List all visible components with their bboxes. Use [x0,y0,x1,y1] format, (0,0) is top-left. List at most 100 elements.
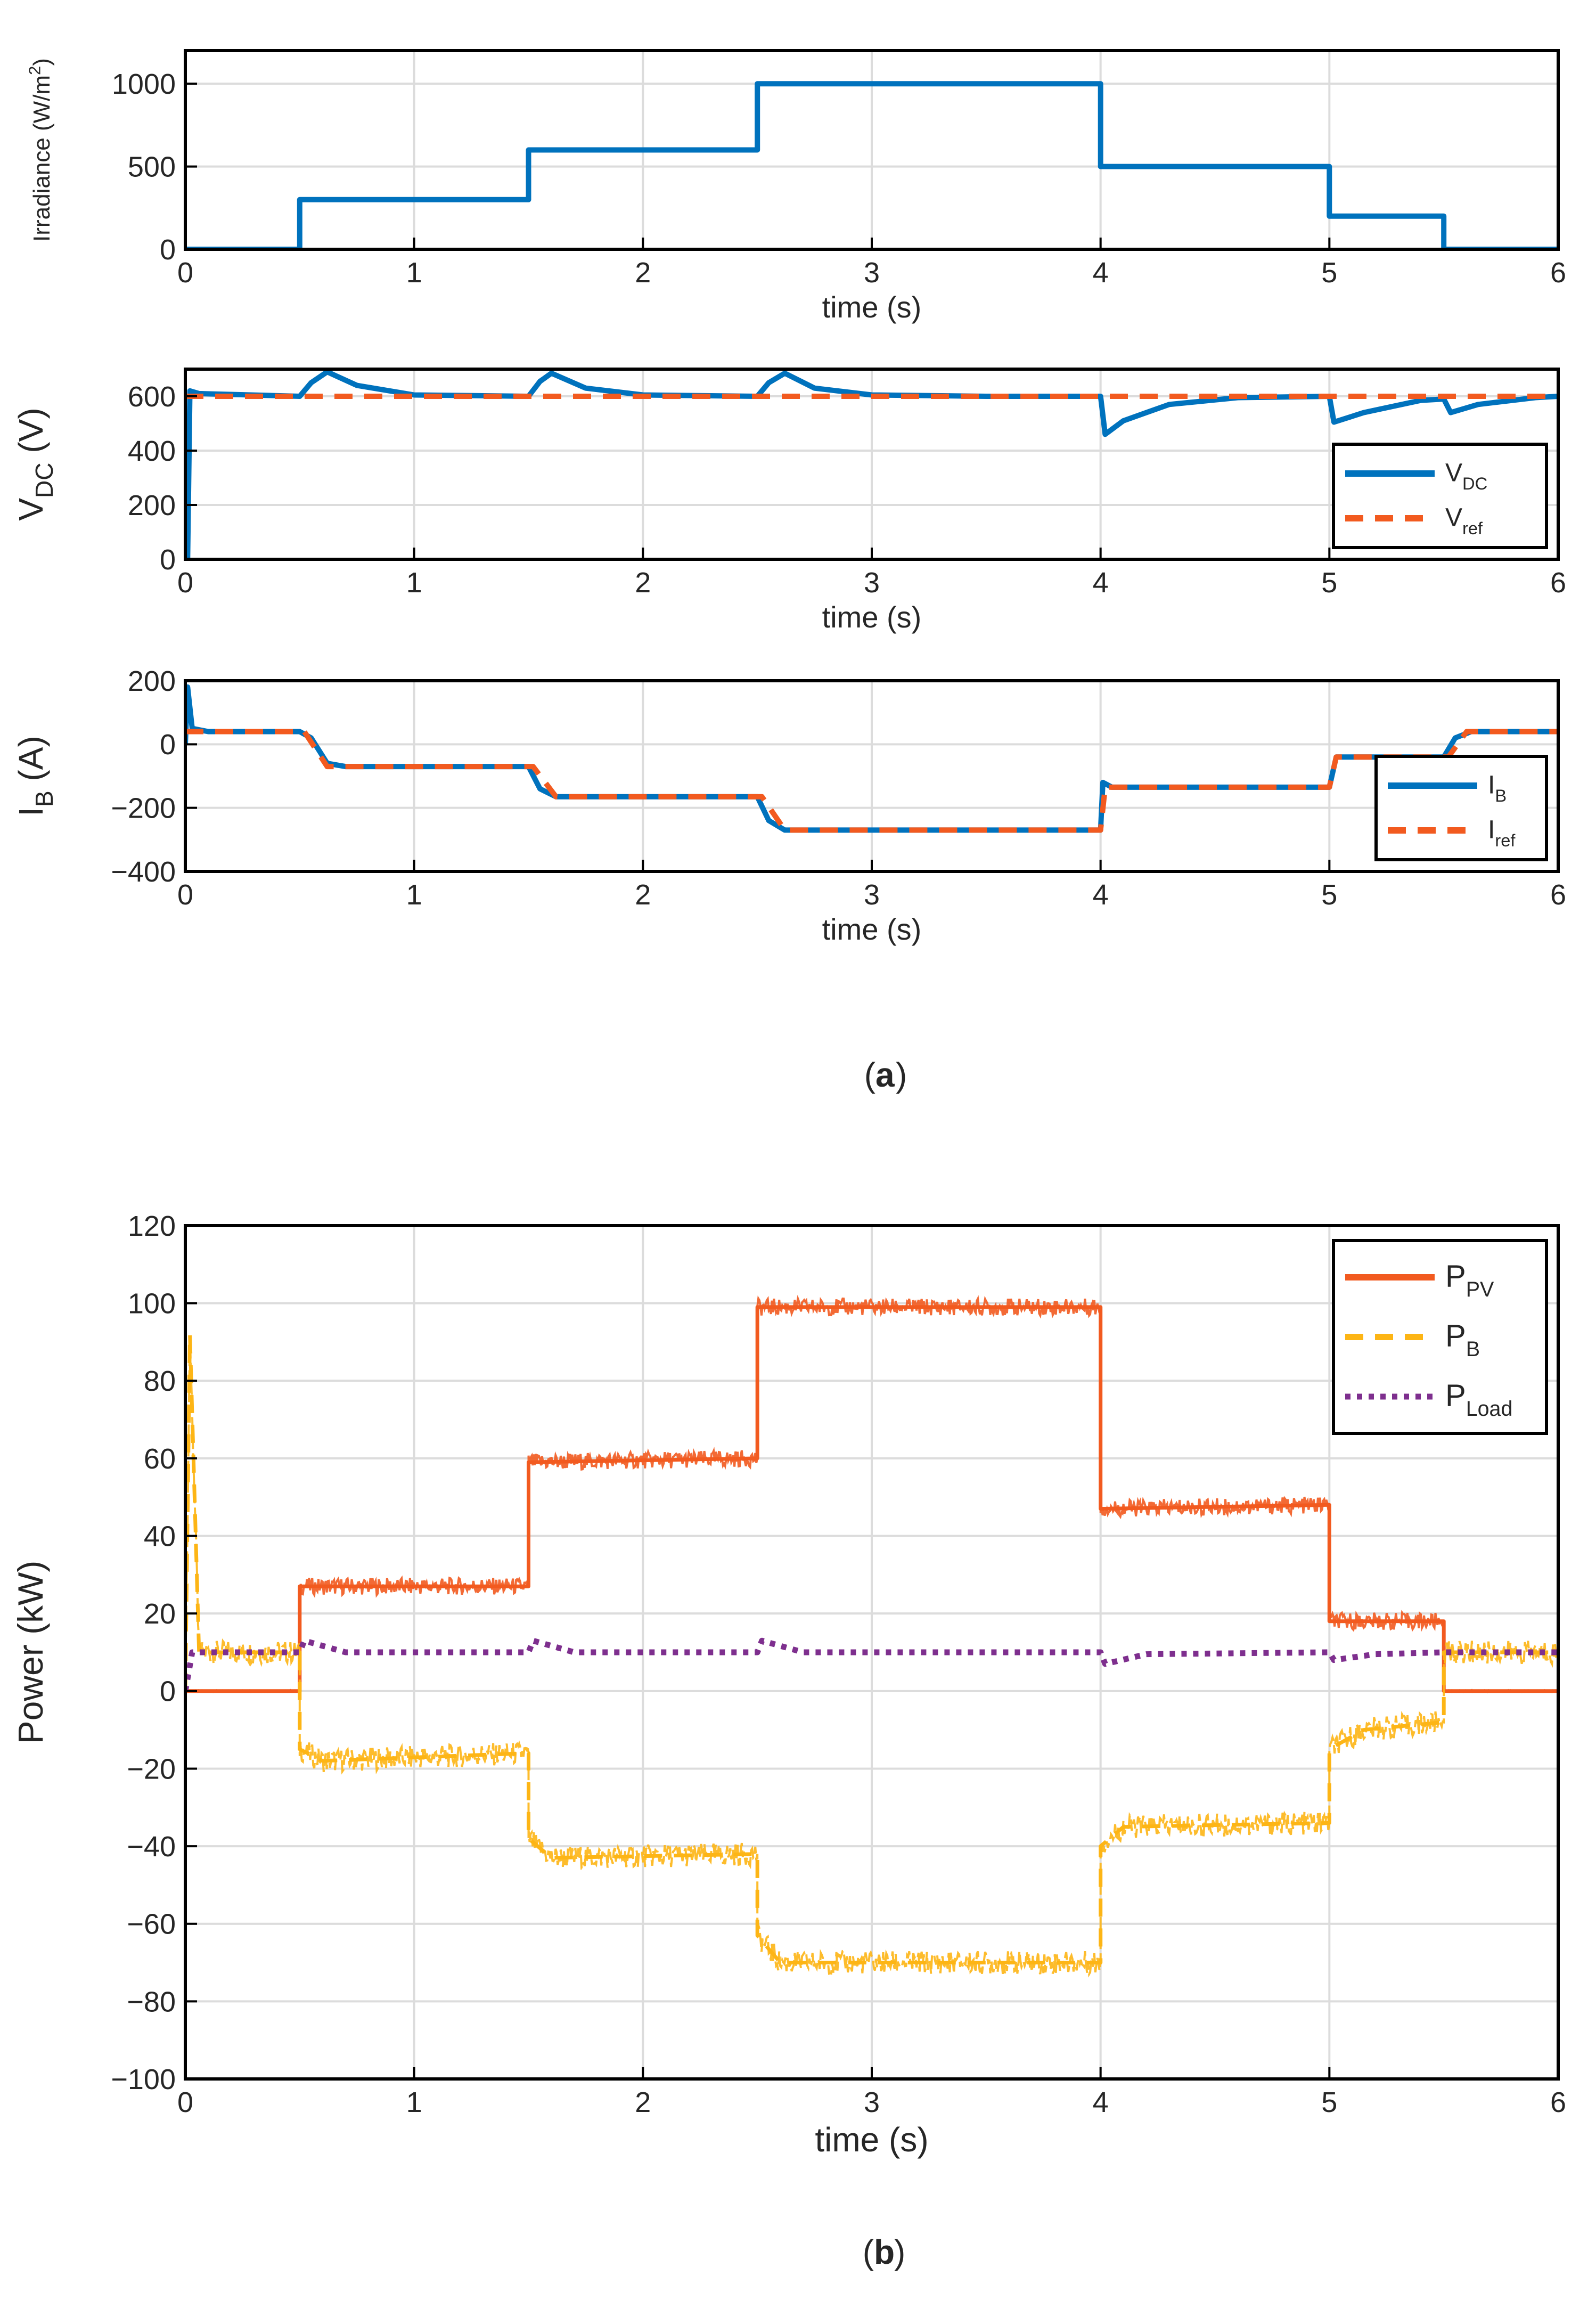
y-tick-label: 0 [160,544,176,576]
y-tick-label: −100 [111,2064,176,2095]
chart-irradiance: 0 1 2 3 4 5 6 0 500 1000 time (s) Irradiance (W/m2) [25,49,1566,324]
legend-box [1374,755,1548,861]
series-band-b [185,1337,1558,1978]
x-tick-label: 1 [406,879,422,911]
x-tick-label: 1 [406,2086,422,2118]
x-tick-label: 3 [864,567,880,599]
series-vdc [185,369,1558,559]
x-tick-label: 4 [1093,2086,1109,2118]
legend-label-b: PB [1445,1318,1480,1361]
x-axis-label: time (s) [822,912,922,946]
x-tick-label: 4 [1093,879,1109,911]
y-axis-label: VDC (V) [12,407,58,520]
y-tick-label: 200 [128,490,176,521]
x-tick-label: 5 [1321,879,1337,911]
y-axis-label: Power (kW) [11,1561,50,1744]
y-tick-label: −400 [111,856,176,888]
legend-box [1332,443,1548,549]
caption-a-open: ( [864,1056,875,1094]
series-irradiance [185,81,1558,249]
x-tick-label: 4 [1093,257,1109,289]
legend-label-load: PLoad [1445,1378,1512,1421]
x-tick-label: 2 [635,567,651,599]
x-tick-label: 1 [406,567,422,599]
caption-b-open: ( [863,2233,874,2271]
y-tick-label: 0 [160,234,176,266]
y-tick-label: −40 [127,1831,176,1863]
series-line-v-dc [185,369,1558,559]
x-tick-label: 0 [177,257,193,289]
y-tick-label: −80 [127,1986,176,2018]
chart-vdc: 0 1 2 3 4 5 6 0 200 400 600 time (s) VDC (V) VDC Vref [12,368,1566,634]
series-line-p-pv [185,1305,1558,1693]
x-tick-label: 2 [635,879,651,911]
ticks-irradiance: 0 1 2 3 4 5 6 0 500 1000 [112,68,1566,289]
y-tick-label: −20 [127,1753,176,1785]
y-tick-label: 80 [144,1365,176,1397]
caption-a-close: ) [896,1056,907,1094]
x-tick-label: 1 [406,257,422,289]
caption-b-letter: b [874,2233,895,2271]
x-tick-label: 0 [177,879,193,911]
x-tick-label: 2 [635,257,651,289]
x-tick-label: 0 [177,567,193,599]
series-power [185,1294,1558,1978]
ticks-ib: 0 1 2 3 4 5 6 −400 −200 0 200 [111,665,1566,911]
ticks-power: 0 1 2 3 4 5 6 −100 −80 −60 −40 −20 0 20 40 60 80 100 120 [111,1210,1566,2118]
legend-label-pv: PPV [1445,1259,1494,1301]
y-tick-label: 200 [128,665,176,697]
y-tick-label: −200 [111,793,176,825]
legend-label-dc: VDC [1445,459,1487,493]
ticks-vdc: 0 1 2 3 4 5 6 0 200 400 600 [128,381,1566,599]
legend-label-ref: Vref [1445,503,1483,537]
y-tick-label: 100 [128,1288,176,1320]
y-tick-label: 0 [160,729,176,761]
legend-label-b: IB [1488,771,1507,805]
caption-b-close: ) [894,2233,905,2271]
x-tick-label: 5 [1321,567,1337,599]
x-tick-label: 6 [1550,879,1566,911]
x-axis-label: time (s) [822,290,922,324]
caption-b: ( b ) [863,2233,906,2271]
y-tick-label: 600 [128,381,176,413]
chart-ib: 0 1 2 3 4 5 6 −400 −200 0 200 time (s) IB (A) IB Iref [12,665,1566,946]
y-tick-label: 40 [144,1520,176,1552]
x-tick-label: 3 [864,879,880,911]
x-axis-label: time (s) [822,600,922,634]
x-tick-label: 0 [177,2086,193,2118]
x-tick-label: 6 [1550,567,1566,599]
y-tick-label: 1000 [112,68,176,100]
y-tick-label: −60 [127,1908,176,1940]
x-tick-label: 4 [1093,567,1109,599]
x-tick-label: 6 [1550,2086,1566,2118]
y-tick-label: 60 [144,1443,176,1475]
chart-power: 0 1 2 3 4 5 6 −100 −80 −60 −40 −20 0 20 40 60 80 100 120 ti… [11,1210,1566,2159]
y-tick-label: 400 [128,435,176,467]
legend-vdc: VDC Vref [1332,443,1548,549]
y-tick-label: 20 [144,1598,176,1630]
x-tick-label: 5 [1321,2086,1337,2118]
y-tick-label: 500 [128,151,176,183]
y-axis-label: IB (A) [12,736,58,817]
caption-a: ( a ) [864,1056,907,1094]
x-tick-label: 3 [864,2086,880,2118]
y-axis-label: Irradiance (W/m2) [25,58,55,242]
x-tick-label: 5 [1321,257,1337,289]
y-tick-label: 0 [160,1676,176,1708]
y-tick-label: 120 [128,1210,176,1242]
x-tick-label: 6 [1550,257,1566,289]
caption-a-letter: a [875,1056,895,1094]
legend-power: PPV PB PLoad [1332,1239,1548,1435]
x-axis-label: time (s) [815,2120,928,2159]
legend-box [1332,1239,1548,1435]
x-tick-label: 2 [635,2086,651,2118]
series-line-irradiance [185,81,1558,249]
x-tick-label: 3 [864,257,880,289]
legend-ib: IB Iref [1374,755,1548,861]
grid-ib [184,680,1559,872]
grid-irradiance [184,51,1559,250]
series-line-p-b [185,1332,1558,1964]
series-line-p-load [185,1637,1558,1692]
